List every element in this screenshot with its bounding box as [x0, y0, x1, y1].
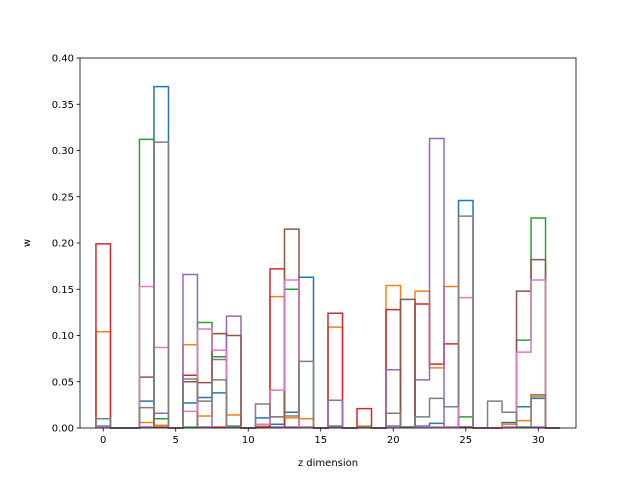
x-tick-label: 5: [173, 435, 179, 446]
x-tick-label: 30: [532, 435, 545, 446]
y-tick-label: 0.20: [52, 239, 74, 250]
x-axis-label: z dimension: [298, 458, 358, 469]
x-axis-ticks: 0 5 10 15 20 25 30: [100, 428, 545, 446]
y-tick-label: 0.40: [52, 54, 74, 65]
y-tick-label: 0.35: [52, 100, 74, 111]
y-tick-label: 0.15: [52, 285, 74, 296]
x-tick-label: 15: [314, 435, 327, 446]
x-tick-label: 0: [100, 435, 106, 446]
y-axis-label: w: [22, 239, 33, 247]
x-tick-label: 20: [387, 435, 400, 446]
x-tick-label: 10: [242, 435, 255, 446]
y-tick-label: 0.30: [52, 146, 74, 157]
y-tick-label: 0.05: [52, 377, 74, 388]
y-tick-label: 0.25: [52, 192, 74, 203]
y-tick-label: 0.10: [52, 331, 74, 342]
y-tick-label: 0.00: [52, 424, 74, 435]
x-tick-label: 25: [459, 435, 472, 446]
y-axis-ticks: 0.00 0.05 0.10 0.15 0.20 0.25 0.30 0.35 0.40: [52, 54, 80, 435]
